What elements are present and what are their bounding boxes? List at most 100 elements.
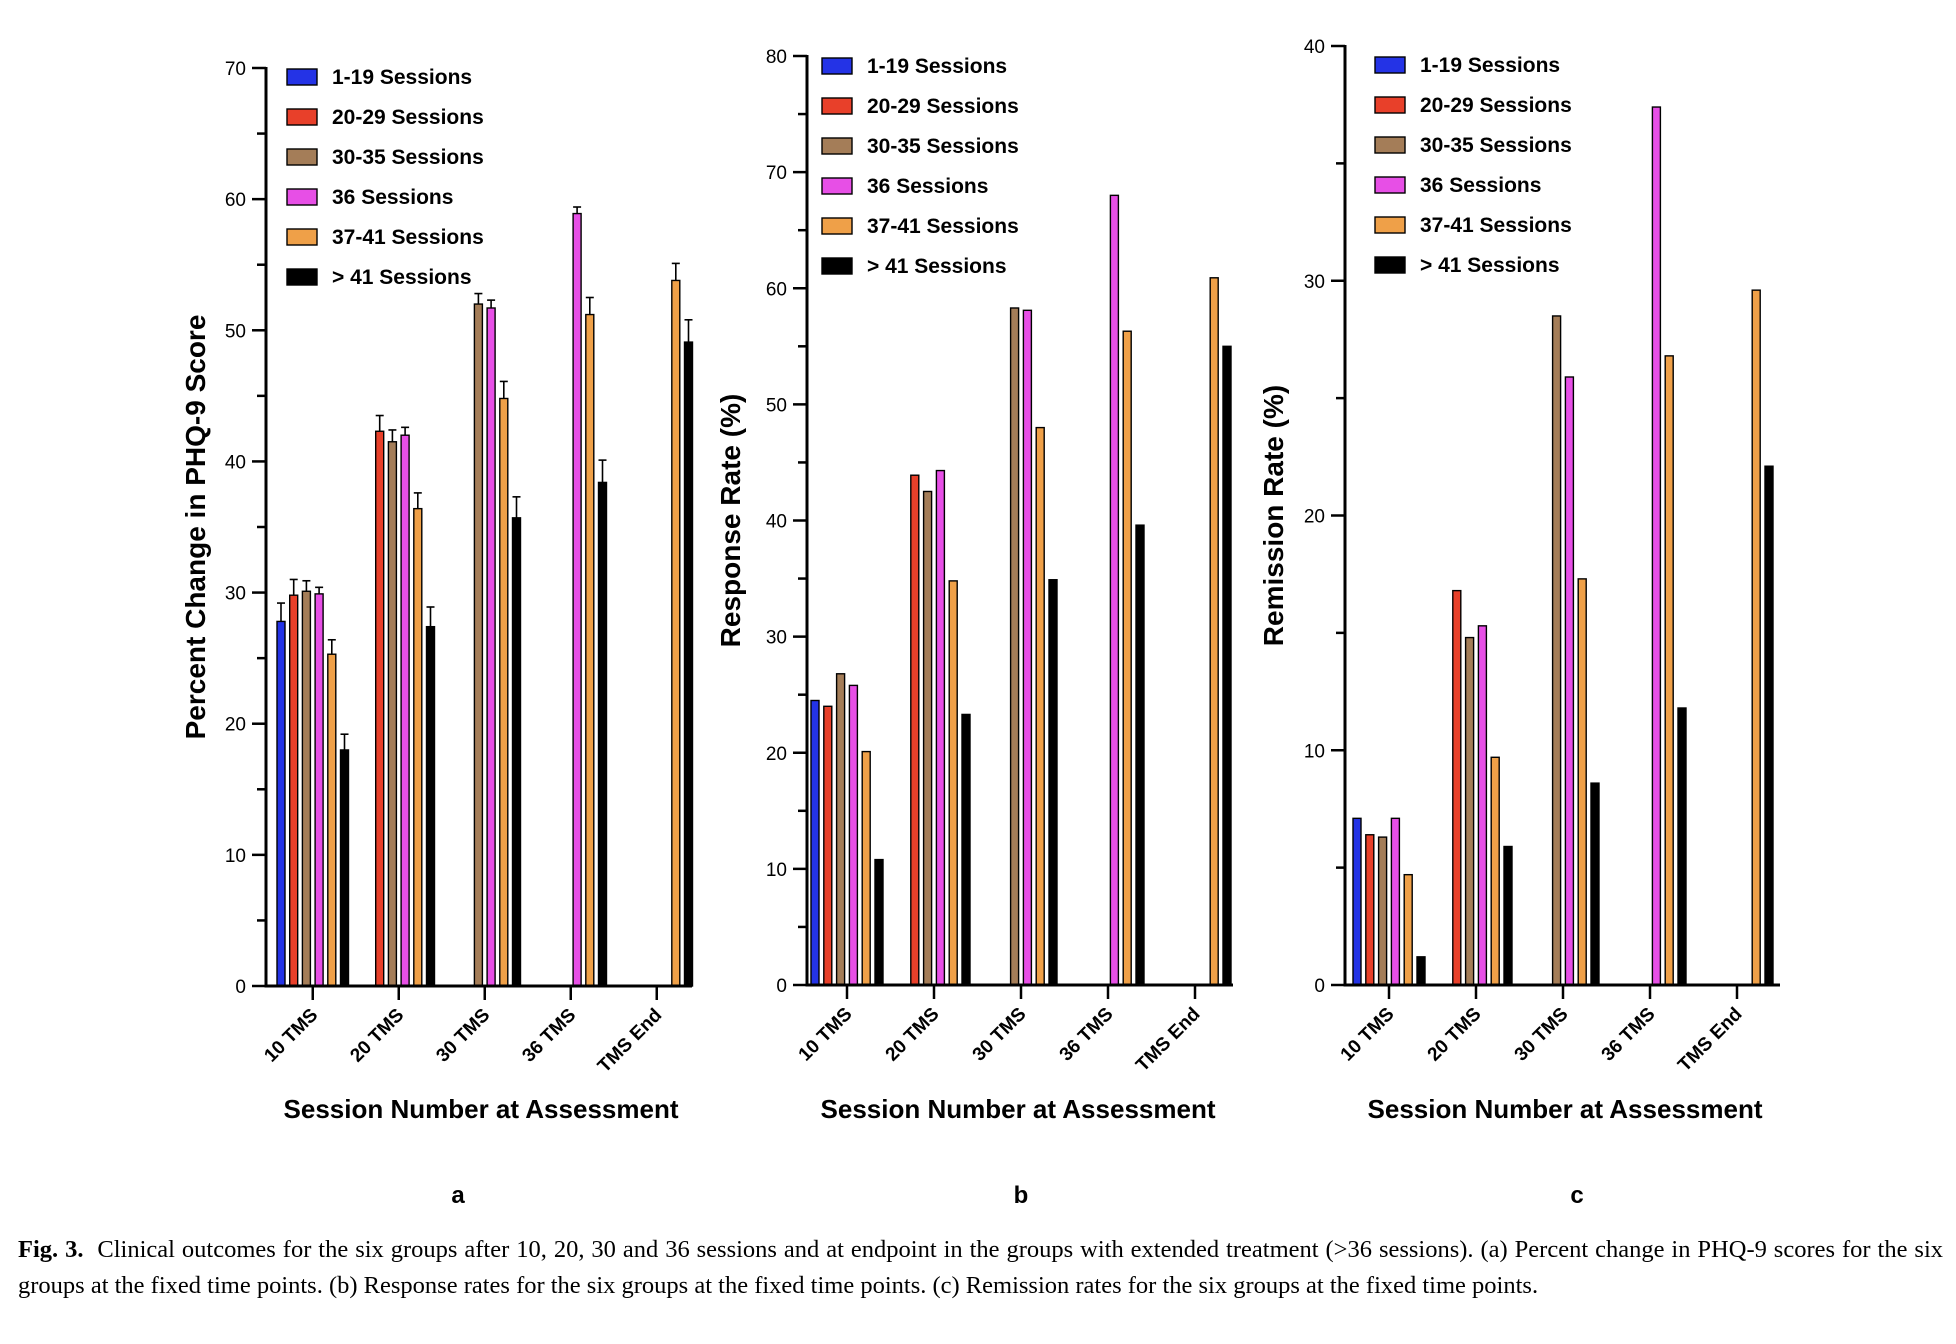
panel-c-y-axis-title: Remission Rate (%): [1258, 385, 1289, 646]
panel-a-x-tick-label-tms-end: TMS End: [594, 1005, 666, 1077]
panel-a-y-tick-label-0: 0: [235, 977, 246, 998]
bar-20-29-sessions-20-tms: [1452, 589, 1462, 986]
legend-swatch-gt-41-sessions: [821, 257, 853, 275]
panel-b-x-axis-title: Session Number at Assessment: [821, 1094, 1216, 1124]
panel-c-y-tick-label-10: 10: [1304, 741, 1325, 762]
bar-gt-41-sessions-tms-end: [1222, 345, 1232, 986]
bar-30-35-sessions-20-tms: [922, 490, 933, 986]
panel-b-y-tick-label-30: 30: [766, 628, 787, 649]
legend-swatch-36-sessions: [821, 177, 853, 195]
panel-c-label: c: [1570, 1182, 1583, 1209]
panel-b-y-axis-title: Response Rate (%): [715, 394, 746, 648]
panel-a-y-axis-title: Percent Change in PHQ-9 Score: [180, 315, 211, 740]
panel-c-y-tick-label-20: 20: [1304, 507, 1325, 528]
figure-caption-text: Clinical outcomes for the six groups aft…: [18, 1236, 1943, 1299]
bar-36-sessions-10-tms: [848, 684, 859, 986]
bar-37-41-sessions-tms-end: [1751, 289, 1761, 986]
bar-37-41-sessions-36-tms: [1664, 355, 1674, 986]
panel-a-y-tick-label-70: 70: [225, 59, 246, 80]
panel-b-x-tick-label-20-tms: 20 TMS: [882, 1004, 944, 1066]
bar-gt-41-sessions-36-tms: [1135, 524, 1145, 986]
panel-c-x-tick-label-36-tms: 36 TMS: [1598, 1004, 1660, 1066]
legend-swatch-30-35-sessions: [286, 148, 318, 166]
legend-label-1-19-sessions: 1-19 Sessions: [867, 55, 1007, 78]
panel-a-y-tick-label-30: 30: [225, 584, 246, 605]
bar-gt-41-sessions-30-tms: [1048, 579, 1058, 986]
bar-1-19-sessions-10-tms: [810, 699, 820, 986]
panel-b-y-tick-label-70: 70: [766, 163, 787, 184]
panel-b-y-tick-label-20: 20: [766, 744, 787, 765]
panel-a-y-tick-label-60: 60: [225, 190, 246, 211]
legend-label-gt-41-sessions: > 41 Sessions: [867, 255, 1007, 278]
bar-36-sessions-36-tms: [1109, 194, 1120, 986]
panel-b-y-tick-label-50: 50: [766, 395, 787, 416]
legend-label-30-35-sessions: 30-35 Sessions: [1420, 134, 1572, 157]
panel-c-y-tick-label-0: 0: [1314, 976, 1325, 997]
bar-37-41-sessions-20-tms: [413, 507, 423, 987]
panel-c-x-tick-label-20-tms: 20 TMS: [1424, 1004, 1486, 1066]
legend-label-20-29-sessions: 20-29 Sessions: [867, 95, 1019, 118]
legend-label-gt-41-sessions: > 41 Sessions: [1420, 254, 1560, 277]
bar-gt-41-sessions-10-tms: [1416, 956, 1426, 986]
panel-b-x-tick-label-10-tms: 10 TMS: [795, 1004, 857, 1066]
figure-caption: Fig. 3. Clinical outcomes for the six gr…: [18, 1232, 1943, 1304]
bar-30-35-sessions-20-tms: [387, 441, 398, 987]
legend-swatch-20-29-sessions: [821, 97, 853, 115]
panel-b-y-tick-label-0: 0: [776, 976, 787, 997]
legend-swatch-20-29-sessions: [286, 108, 318, 126]
panel-c-x-tick-label-30-tms: 30 TMS: [1511, 1004, 1573, 1066]
legend-label-37-41-sessions: 37-41 Sessions: [332, 226, 484, 249]
bar-37-41-sessions-10-tms: [327, 653, 337, 987]
panel-b-label: b: [1014, 1182, 1029, 1209]
bar-36-sessions-10-tms: [1390, 817, 1401, 986]
bar-gt-41-sessions-30-tms: [1590, 782, 1600, 986]
bar-gt-41-sessions-30-tms: [511, 517, 522, 987]
bar-30-35-sessions-30-tms: [1551, 315, 1562, 986]
panel-a-x-tick-label-20-tms: 20 TMS: [346, 1005, 408, 1067]
bar-30-35-sessions-30-tms: [473, 303, 484, 987]
panel-b-y-tick-label-80: 80: [766, 47, 787, 68]
bar-1-19-sessions-10-tms: [1352, 817, 1362, 986]
panel-c-x-axis-title: Session Number at Assessment: [1368, 1094, 1763, 1124]
legend-swatch-36-sessions: [286, 188, 318, 206]
bar-37-41-sessions-tms-end: [671, 279, 681, 987]
panel-c-legend: 1-19 Sessions 20-29 Sessions 30-35 Session…: [1374, 54, 1572, 277]
panel-c-y-tick-label-40: 40: [1304, 37, 1325, 58]
legend-label-30-35-sessions: 30-35 Sessions: [867, 135, 1019, 158]
legend-label-37-41-sessions: 37-41 Sessions: [1420, 214, 1572, 237]
bar-gt-41-sessions-36-tms: [1677, 707, 1687, 986]
panel-b-legend: 1-19 Sessions 20-29 Sessions 30-35 Session…: [821, 55, 1019, 278]
panel-b-x-tick-label-30-tms: 30 TMS: [969, 1004, 1031, 1066]
legend-label-gt-41-sessions: > 41 Sessions: [332, 266, 472, 289]
legend-label-1-19-sessions: 1-19 Sessions: [1420, 54, 1560, 77]
bar-gt-41-sessions-20-tms: [961, 713, 971, 986]
bar-37-41-sessions-10-tms: [861, 750, 871, 986]
panel-c-x-tick-label-tms-end: TMS End: [1674, 1004, 1746, 1076]
legend-swatch-37-41-sessions: [1374, 216, 1406, 234]
bar-1-19-sessions-10-tms: [276, 620, 286, 987]
panel-b-x-tick-label-tms-end: TMS End: [1132, 1004, 1204, 1076]
bar-37-41-sessions-30-tms: [1035, 426, 1045, 986]
legend-swatch-37-41-sessions: [821, 217, 853, 235]
legend-swatch-1-19-sessions: [286, 68, 318, 86]
legend-swatch-30-35-sessions: [821, 137, 853, 155]
legend-label-20-29-sessions: 20-29 Sessions: [332, 106, 484, 129]
panel-a: 0 10 20 30 40 50 60 70 10 TMS 20 TMS 30 TMS 36 TMS T…: [180, 59, 694, 1209]
bar-gt-41-sessions-36-tms: [597, 481, 608, 987]
legend-label-30-35-sessions: 30-35 Sessions: [332, 146, 484, 169]
panel-a-label: a: [451, 1182, 465, 1209]
panel-a-bars: [276, 206, 694, 987]
panel-a-x-tick-label-36-tms: 36 TMS: [518, 1005, 580, 1067]
legend-label-37-41-sessions: 37-41 Sessions: [867, 215, 1019, 238]
legend-swatch-20-29-sessions: [1374, 96, 1406, 114]
bar-36-sessions-30-tms: [486, 307, 496, 987]
bar-gt-41-sessions-tms-end: [1764, 465, 1774, 986]
legend-label-20-29-sessions: 20-29 Sessions: [1420, 94, 1572, 117]
bar-37-41-sessions-30-tms: [499, 397, 509, 987]
bar-37-41-sessions-36-tms: [1122, 330, 1132, 986]
legend-swatch-1-19-sessions: [821, 57, 853, 75]
panel-a-y-tick-label-40: 40: [225, 452, 246, 473]
panel-b: 0 10 20 30 40 50 60 70 80 10 TMS 20 TMS 30 TMS 36 TM…: [715, 47, 1233, 1209]
bar-20-29-sessions-20-tms: [375, 430, 385, 987]
legend-label-36-sessions: 36 Sessions: [1420, 174, 1541, 197]
